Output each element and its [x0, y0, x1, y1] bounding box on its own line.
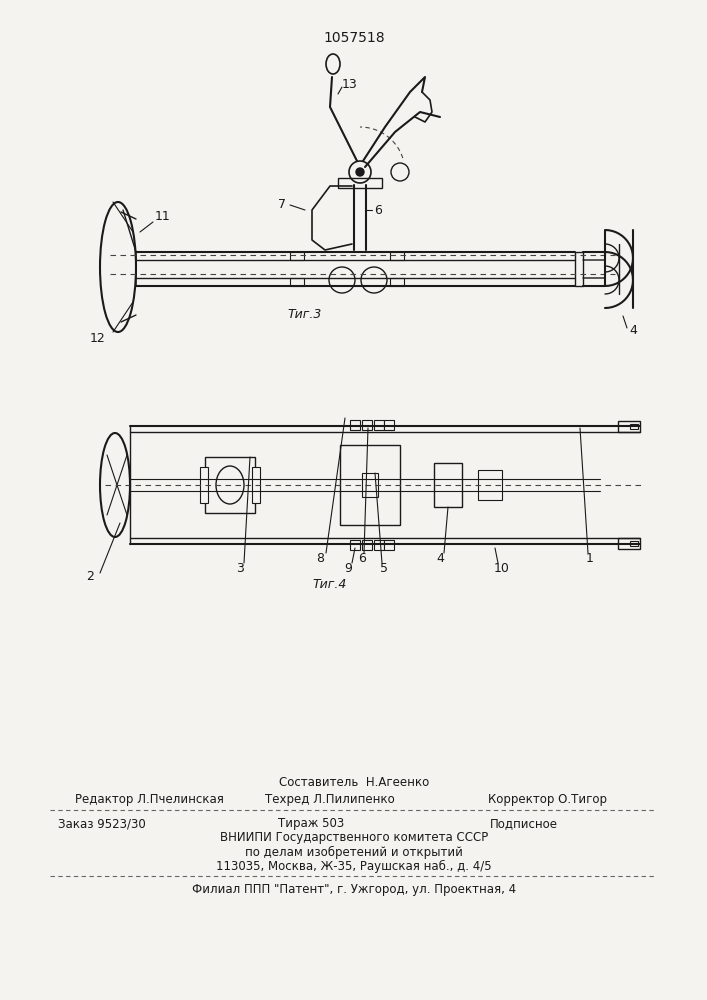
Text: 113035, Москва, Ж-35, Раушская наб., д. 4/5: 113035, Москва, Ж-35, Раушская наб., д. … — [216, 859, 492, 873]
Text: 4: 4 — [436, 552, 444, 564]
Bar — [290, 278, 304, 286]
Ellipse shape — [216, 466, 244, 504]
Text: 3: 3 — [236, 562, 244, 574]
Bar — [478, 470, 502, 500]
Bar — [575, 252, 583, 286]
Text: ВНИИПИ Государственного комитета СССР: ВНИИПИ Государственного комитета СССР — [220, 832, 488, 844]
Text: 11: 11 — [155, 211, 171, 224]
Bar — [252, 467, 260, 503]
Text: Тираж 503: Тираж 503 — [278, 818, 344, 830]
Bar — [340, 445, 400, 525]
Text: Техред Л.Пилипенко: Техред Л.Пилипенко — [265, 794, 395, 806]
Bar — [362, 473, 378, 497]
Text: 13: 13 — [342, 78, 358, 91]
Text: 6: 6 — [358, 552, 366, 564]
Text: 12: 12 — [90, 332, 106, 346]
Text: Корректор О.Тигор: Корректор О.Тигор — [488, 794, 607, 806]
Text: Филиал ППП "Патент", г. Ужгород, ул. Проектная, 4: Филиал ППП "Патент", г. Ужгород, ул. Про… — [192, 882, 516, 896]
Bar — [205, 457, 255, 513]
Text: 2: 2 — [86, 570, 94, 582]
Text: Заказ 9523/30: Заказ 9523/30 — [58, 818, 146, 830]
Bar — [374, 540, 384, 550]
Text: по делам изобретений и открытий: по делам изобретений и открытий — [245, 845, 463, 859]
Bar — [338, 178, 382, 188]
Bar — [374, 420, 384, 430]
Bar — [630, 424, 638, 429]
Bar — [390, 252, 404, 260]
Text: Τиг.3: Τиг.3 — [288, 308, 322, 322]
Bar — [350, 540, 360, 550]
Text: 10: 10 — [494, 562, 510, 574]
Text: 7: 7 — [278, 198, 286, 212]
Bar — [630, 541, 638, 546]
Text: Подписное: Подписное — [490, 818, 558, 830]
Text: 9: 9 — [344, 562, 352, 574]
Text: 5: 5 — [380, 562, 388, 574]
Text: 4: 4 — [629, 324, 637, 338]
Circle shape — [356, 168, 364, 176]
Text: Составитель  Н.Агеенко: Составитель Н.Агеенко — [279, 776, 429, 788]
Text: 8: 8 — [316, 552, 324, 564]
Text: Τиг.4: Τиг.4 — [312, 578, 347, 590]
Bar — [384, 420, 394, 430]
Text: 1057518: 1057518 — [323, 31, 385, 45]
Text: 1: 1 — [586, 552, 594, 564]
Bar — [618, 421, 640, 432]
Bar — [434, 463, 462, 507]
Bar — [390, 278, 404, 286]
Text: 6: 6 — [374, 204, 382, 217]
Bar — [350, 420, 360, 430]
Bar — [362, 420, 372, 430]
Bar — [384, 540, 394, 550]
Bar — [200, 467, 208, 503]
Bar — [290, 252, 304, 260]
Bar — [362, 540, 372, 550]
Text: Редактор Л.Пчелинская: Редактор Л.Пчелинская — [75, 794, 224, 806]
Bar — [618, 538, 640, 549]
